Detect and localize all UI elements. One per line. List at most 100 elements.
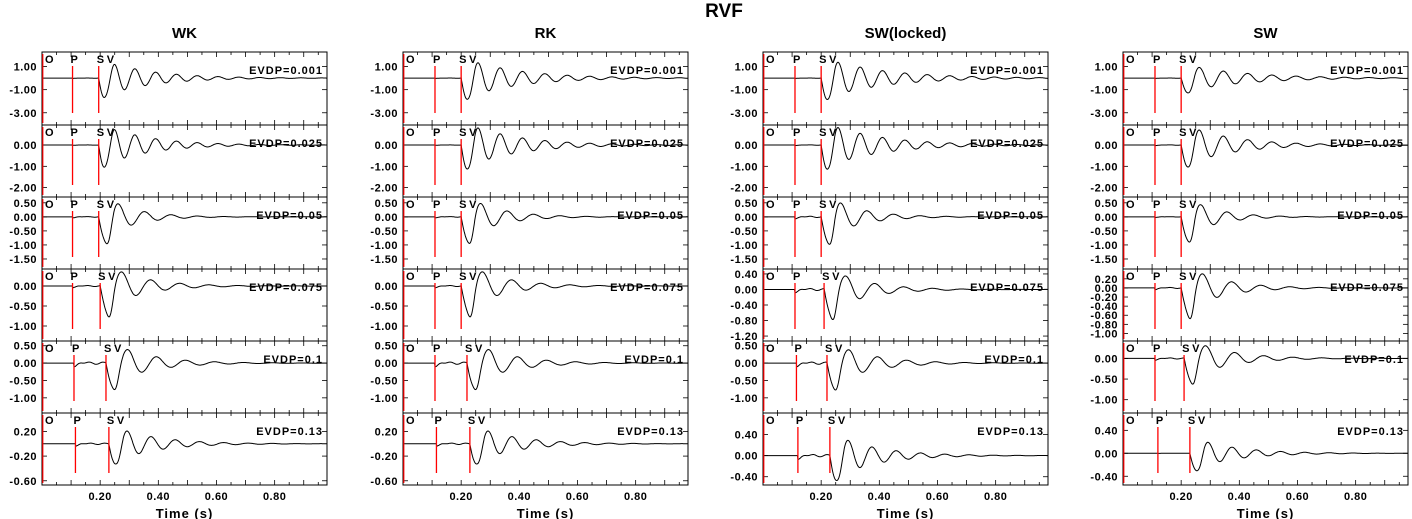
depth-label: EVDP=0.025 [970,138,1044,150]
trace-panel: 0.40 0.00 -0.40 O P S V EVDP=0.13 [1090,412,1409,486]
y-tick-label: 0.00 [375,281,398,293]
y-tick-label: -1.00 [370,393,398,405]
x-tick-label: 0.40 [508,491,531,503]
phase-label-p: P [71,199,78,211]
y-tick-label: -0.50 [730,375,758,387]
y-tick-label: -1.00 [730,85,758,97]
trace-panel: 0.50 0.00 -0.50 -1.00 O P S V EVDP=0.1 [370,340,689,414]
y-tick-label: -1.00 [370,240,398,252]
trace-panel: 1.00 -1.00 -3.00 O P S V EVDP=0.001 [370,51,689,126]
phase-label-p: P [1153,127,1160,139]
y-tick-label: 0.20 [14,426,37,438]
y-tick-label: 0.40 [735,429,758,441]
y-tick-label: -0.50 [9,226,37,238]
y-tick-label: 0.00 [1095,212,1118,224]
trace-panel: 0.00 -1.00 -2.00 O P S V EVDP=0.025 [730,124,1049,198]
x-tick-label: 0.40 [868,491,891,503]
phase-label-o: O [45,199,54,211]
trace-panel: 0.50 0.00 -0.50 -1.00 -1.50 O P S V EVDP=0.05 [9,196,328,270]
x-tick-label: 0.40 [1228,491,1251,503]
panel-columns: WK1.00-1.00-3.00O P S VEVDP=0.0010.00-1.00-… [9,25,1409,519]
depth-label: EVDP=0.025 [1330,138,1404,150]
phase-label-v: V [835,343,843,355]
phase-label-v: V [829,199,837,211]
y-tick-label: -3.00 [1090,108,1118,120]
y-tick-label: -0.40 [1090,471,1118,483]
waveform-trace [42,63,327,99]
y-tick-label: 0.20 [375,426,398,438]
depth-label: EVDP=0.025 [249,138,323,150]
panel-column-3: SW(locked)1.00-1.00-3.00O P S VEVDP=0.0010.… [730,25,1049,519]
phase-label-o: O [1126,271,1135,283]
phase-label-p: P [433,271,440,283]
y-tick-label: -1.00 [730,393,758,405]
y-tick-label: -2.00 [730,183,758,195]
phase-label-p: P [433,127,440,139]
panel-column-4: SW1.00-1.00-3.00O P S VEVDP=0.0010.00-1.00-… [1090,25,1409,519]
depth-label: EVDP=0.13 [1337,426,1404,438]
phase-label-s: S [459,199,466,211]
depth-label: EVDP=0.025 [610,138,684,150]
depth-label: EVDP=0.05 [1337,210,1404,222]
trace-panel: 0.50 0.00 -0.50 -1.00 -1.50 O P S V EVDP=0.05 [370,196,689,270]
phase-label-p: P [793,127,800,139]
y-tick-label: -0.50 [370,226,398,238]
depth-label: EVDP=0.1 [984,354,1044,366]
y-tick-label: -2.00 [1090,183,1118,195]
x-tick-label: 0.60 [566,491,589,503]
phase-label-s: S [828,415,835,427]
trace-panel: 1.00 -1.00 -3.00 O P S V EVDP=0.001 [730,51,1049,126]
waveform-trace [403,203,688,244]
y-tick-label: -1.50 [730,254,758,266]
y-tick-label: 1.00 [735,62,758,74]
y-tick-label: -0.50 [370,375,398,387]
y-tick-label: 0.00 [735,451,758,463]
depth-label: EVDP=0.075 [249,282,323,294]
y-tick-label: -1.00 [370,85,398,97]
y-tick-label: 0.00 [14,281,37,293]
phase-label-v: V [1189,54,1197,66]
panel-frame [1122,412,1409,486]
phase-label-o: O [406,127,415,139]
phase-label-v: V [1189,127,1197,139]
phase-label-s: S [1179,271,1186,283]
panel-frame [402,124,689,198]
trace-panel: 0.40 0.00 -0.40 O P S V EVDP=0.13 [730,412,1049,486]
y-tick-label: -1.00 [9,161,37,173]
depth-label: EVDP=0.05 [977,210,1044,222]
depth-label: EVDP=0.075 [970,282,1044,294]
phase-label-s: S [1179,199,1186,211]
waveform-trace [763,439,1048,482]
panel-column-1: WK1.00-1.00-3.00O P S VEVDP=0.0010.00-1.00-… [9,25,328,519]
phase-label-o: O [406,343,415,355]
x-tick-label: 0.80 [984,491,1007,503]
y-tick-label: 0.00 [735,284,758,296]
phase-label-o: O [1126,54,1135,66]
depth-label: EVDP=0.001 [249,65,323,77]
y-tick-label: -1.20 [730,331,758,343]
panel-frame [41,51,328,126]
panel-frame [762,196,1049,270]
y-tick-label: 0.00 [735,140,758,152]
waveform-trace [1123,441,1408,472]
trace-panel: 0.40 0.00 -0.40 -0.80 -1.20 O P S V EVDP=0.075 [730,268,1049,343]
y-tick-label: -1.00 [1090,328,1118,340]
y-tick-label: 0.00 [1095,448,1118,460]
y-tick-label: 0.00 [14,212,37,224]
waveform-trace [42,203,327,245]
phase-label-v: V [114,343,122,355]
depth-label: EVDP=0.075 [610,282,684,294]
phase-label-v: V [469,54,477,66]
y-tick-label: 1.00 [14,62,37,74]
panel-frame [402,412,689,486]
depth-label: EVDP=0.13 [977,426,1044,438]
phase-label-p: P [433,343,440,355]
y-tick-label: 0.20 [1095,274,1118,286]
phase-label-v: V [469,271,477,283]
y-tick-label: -1.50 [9,254,37,266]
phase-label-o: O [406,54,415,66]
figure-title: RVF [705,1,743,22]
phase-label-o: O [45,127,54,139]
waveform-trace [1123,273,1408,320]
trace-panel: 0.00 -1.00 -2.00 O P S V EVDP=0.025 [370,124,689,198]
